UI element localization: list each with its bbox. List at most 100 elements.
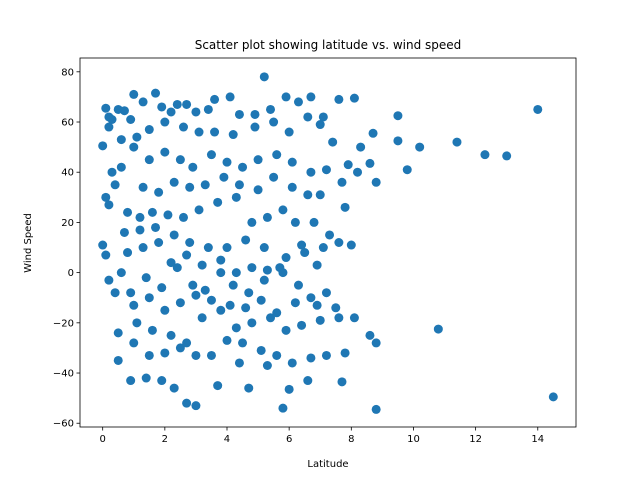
x-tick-label: 10 (407, 434, 420, 445)
data-point (281, 325, 291, 335)
data-point (178, 212, 188, 222)
data-point (368, 128, 378, 138)
data-point (272, 308, 282, 318)
data-point (228, 280, 238, 290)
data-point (287, 182, 297, 192)
data-point (247, 263, 257, 273)
data-point (178, 122, 188, 132)
data-point (166, 107, 176, 117)
data-point (116, 135, 126, 145)
data-point (200, 285, 210, 295)
data-point (259, 72, 269, 82)
data-point (182, 338, 192, 348)
data-point (234, 358, 244, 368)
data-point (216, 305, 226, 315)
data-point (216, 268, 226, 278)
x-tick-label: 12 (469, 434, 482, 445)
data-point (172, 99, 182, 109)
data-point (306, 92, 316, 102)
data-point (238, 338, 248, 348)
data-point (300, 248, 310, 258)
data-point (188, 162, 198, 172)
y-tick-label: 80 (61, 67, 74, 78)
data-point (138, 182, 148, 192)
data-point (203, 243, 213, 253)
data-point (132, 318, 142, 328)
y-tick-label: −60 (53, 419, 74, 430)
data-point (533, 104, 543, 114)
data-point (213, 197, 223, 207)
data-point (371, 177, 381, 187)
data-point (157, 102, 167, 112)
data-point (113, 355, 123, 365)
data-point (157, 376, 167, 386)
data-point (101, 103, 111, 113)
data-point (225, 300, 235, 310)
data-point (126, 115, 136, 124)
data-point (278, 268, 288, 278)
data-point (197, 313, 207, 323)
data-point (433, 324, 443, 334)
data-point (315, 190, 325, 200)
points-layer (98, 72, 558, 414)
data-point (334, 313, 344, 323)
data-point (331, 303, 341, 313)
data-point (321, 350, 331, 360)
y-axis-ticks: −60 −40 −20 0 20 40 60 80 (53, 67, 80, 430)
data-point (241, 235, 251, 245)
x-tick-label: 6 (286, 434, 292, 445)
data-point (349, 313, 359, 323)
data-point (169, 383, 179, 393)
data-point (123, 248, 133, 258)
data-point (138, 97, 148, 107)
data-point (191, 107, 201, 117)
data-point (144, 350, 154, 360)
data-point (200, 180, 210, 190)
data-point (371, 338, 381, 348)
data-point (194, 205, 204, 215)
data-point (480, 150, 490, 160)
data-point (365, 158, 375, 168)
data-point (318, 243, 328, 253)
data-point (110, 288, 120, 298)
data-point (222, 157, 232, 167)
data-point (266, 313, 276, 323)
data-point (306, 353, 316, 363)
data-point (138, 243, 148, 253)
data-point (222, 335, 232, 345)
data-point (393, 136, 403, 146)
data-point (107, 167, 117, 177)
data-point (234, 180, 244, 190)
data-point (206, 150, 216, 160)
data-point (151, 88, 161, 98)
y-tick-label: −40 (53, 369, 74, 380)
data-point (346, 240, 356, 250)
data-point (151, 222, 161, 232)
data-point (340, 348, 350, 358)
data-point (104, 112, 114, 122)
data-point (160, 348, 170, 358)
data-point (244, 383, 254, 393)
data-point (415, 142, 425, 152)
data-point (141, 373, 151, 383)
data-point (259, 243, 269, 253)
data-point (353, 167, 363, 177)
data-point (356, 142, 366, 152)
data-point (281, 92, 291, 102)
data-point (160, 147, 170, 157)
data-point (278, 403, 288, 413)
data-point (104, 200, 114, 210)
data-point (303, 112, 313, 122)
data-point (312, 260, 322, 270)
data-point (231, 323, 241, 333)
data-point (175, 155, 185, 165)
data-point (191, 350, 201, 360)
data-point (262, 361, 272, 370)
data-point (144, 125, 154, 135)
data-point (225, 92, 235, 102)
data-point (116, 162, 126, 172)
y-tick-label: −20 (53, 318, 74, 329)
data-point (203, 104, 213, 114)
data-point (328, 137, 338, 147)
